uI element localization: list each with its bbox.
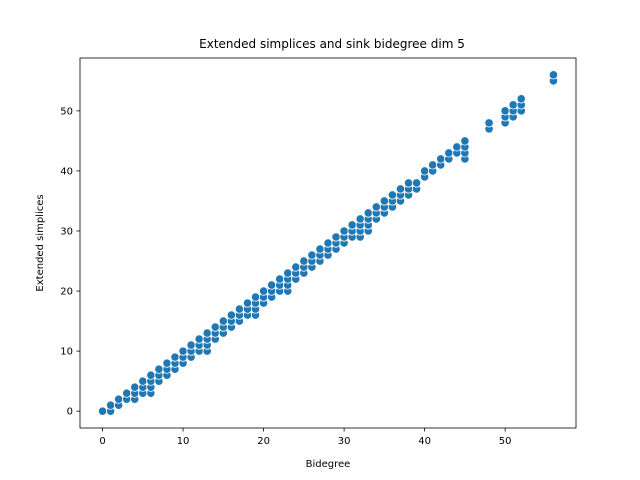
- data-point: [331, 232, 341, 242]
- data-point: [162, 358, 172, 368]
- data-point: [146, 370, 156, 380]
- data-point: [428, 160, 438, 170]
- data-point: [250, 292, 261, 302]
- chart-title: Extended simplices and sink bidegree dim…: [199, 37, 465, 51]
- plot-frame: [79, 57, 577, 429]
- data-point: [226, 310, 236, 320]
- data-point: [484, 118, 494, 128]
- data-point: [339, 226, 349, 236]
- data-point: [452, 142, 462, 152]
- y-tick-label: 20: [60, 287, 73, 298]
- x-tick-label: 50: [499, 436, 512, 447]
- data-point: [395, 184, 406, 194]
- data-point: [315, 244, 325, 254]
- data-point: [516, 94, 526, 104]
- points-layer: [97, 70, 559, 416]
- data-point: [218, 316, 228, 326]
- data-point: [106, 400, 116, 410]
- y-tick-label: 50: [60, 106, 73, 117]
- data-point: [460, 136, 470, 146]
- data-point: [267, 280, 277, 290]
- x-tick-label: 40: [418, 436, 431, 447]
- x-tick-label: 30: [338, 436, 351, 447]
- data-point: [258, 286, 269, 296]
- data-point: [283, 268, 293, 278]
- data-point: [291, 262, 301, 272]
- data-point: [500, 106, 510, 116]
- y-tick-label: 0: [67, 407, 73, 418]
- data-point: [307, 250, 317, 260]
- x-tick-label: 20: [257, 436, 270, 447]
- data-point: [444, 148, 454, 158]
- x-axis: 0 10 20 30 40 50: [99, 428, 512, 447]
- data-point: [379, 196, 389, 206]
- data-point: [202, 328, 212, 338]
- data-point: [186, 340, 196, 350]
- data-point: [97, 406, 108, 416]
- y-tick-label: 10: [60, 347, 73, 358]
- data-point: [403, 178, 414, 188]
- data-point: [122, 388, 132, 398]
- y-tick-label: 30: [60, 226, 73, 237]
- data-point: [275, 274, 285, 284]
- data-point: [114, 394, 124, 404]
- data-point: [420, 166, 430, 176]
- data-point: [170, 352, 180, 362]
- data-point: [178, 346, 188, 356]
- data-point: [323, 238, 333, 248]
- y-axis: 0 10 20 30 40 50: [60, 106, 80, 418]
- data-point: [299, 256, 309, 266]
- data-point: [411, 178, 422, 188]
- data-point: [130, 382, 140, 392]
- y-tick-label: 40: [60, 166, 73, 177]
- data-point: [371, 202, 381, 212]
- data-point: [234, 304, 245, 314]
- data-point: [194, 334, 204, 344]
- data-point: [138, 376, 148, 386]
- data-point: [363, 208, 373, 218]
- data-point: [436, 154, 446, 164]
- data-point: [355, 214, 365, 224]
- data-point: [347, 220, 357, 230]
- y-axis-label: Extended simplices: [35, 194, 46, 291]
- data-point: [508, 100, 518, 110]
- data-point: [210, 322, 220, 332]
- x-tick-label: 0: [99, 436, 105, 447]
- data-point: [548, 70, 559, 80]
- x-axis-label: Bidegree: [306, 459, 351, 470]
- data-point: [387, 190, 398, 200]
- x-tick-label: 10: [177, 436, 190, 447]
- data-point: [154, 364, 164, 374]
- data-point: [242, 298, 253, 308]
